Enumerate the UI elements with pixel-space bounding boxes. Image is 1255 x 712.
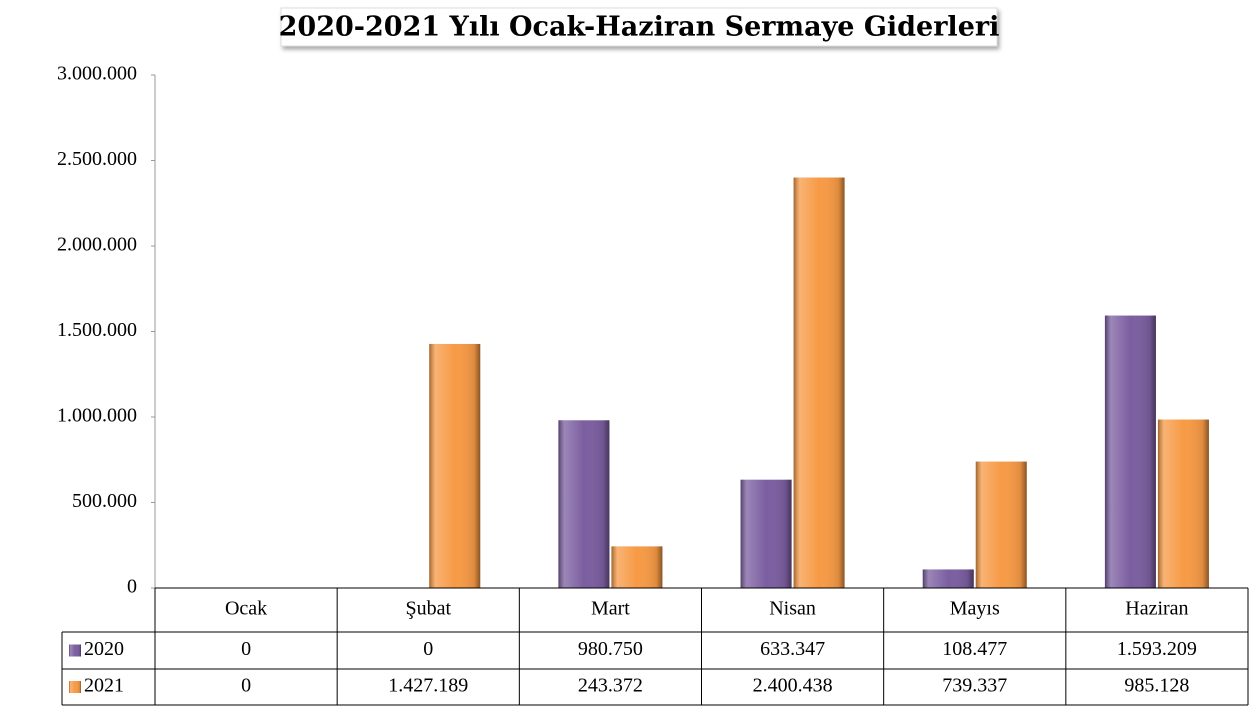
table-value: 0 — [423, 638, 433, 660]
legend-label: 2021 — [84, 675, 124, 697]
table-value: 985.128 — [1124, 675, 1189, 697]
table-value: 1.427.189 — [388, 675, 468, 697]
bar-shine — [975, 461, 1027, 588]
y-tick-label: 3.000.000 — [57, 63, 137, 85]
table-value: 0 — [241, 638, 251, 660]
table-value: 108.477 — [942, 638, 1007, 660]
bar-shine — [611, 546, 663, 588]
bar-shine — [740, 479, 792, 588]
bar-shine — [1104, 315, 1156, 588]
bar-shine — [793, 177, 845, 589]
title-box — [280, 7, 998, 47]
legend-label: 2020 — [84, 638, 124, 660]
table-value: 980.750 — [578, 638, 643, 660]
chart-title: 2020-2021 Yılı Ocak-Haziran Sermaye Gide… — [279, 12, 1000, 43]
x-tick-label: Şubat — [405, 598, 451, 620]
table-value: 2.400.438 — [753, 675, 833, 697]
table-value: 243.372 — [578, 675, 643, 697]
table-value: 739.337 — [942, 675, 1007, 697]
x-tick-label: Haziran — [1125, 598, 1188, 620]
bar-shine — [922, 569, 974, 588]
table-value: 1.593.209 — [1117, 638, 1197, 660]
table-value: 0 — [241, 675, 251, 697]
bar-shine — [429, 343, 481, 588]
y-tick-label: 0 — [127, 576, 137, 598]
legend-key-shine — [69, 681, 81, 693]
y-tick-label: 2.000.000 — [57, 234, 137, 256]
y-tick-label: 500.000 — [72, 490, 137, 512]
x-tick-label: Mayıs — [950, 598, 1000, 620]
x-tick-label: Mart — [591, 598, 630, 620]
bar-shine — [1157, 419, 1209, 588]
x-tick-label: Ocak — [225, 598, 267, 620]
bar-shine — [558, 420, 610, 588]
x-tick-label: Nisan — [769, 598, 816, 620]
y-tick-label: 1.000.000 — [57, 405, 137, 427]
y-tick-label: 1.500.000 — [57, 319, 137, 341]
legend-key-shine — [69, 644, 81, 657]
y-tick-label: 2.500.000 — [57, 148, 137, 170]
table-value: 633.347 — [760, 638, 825, 660]
